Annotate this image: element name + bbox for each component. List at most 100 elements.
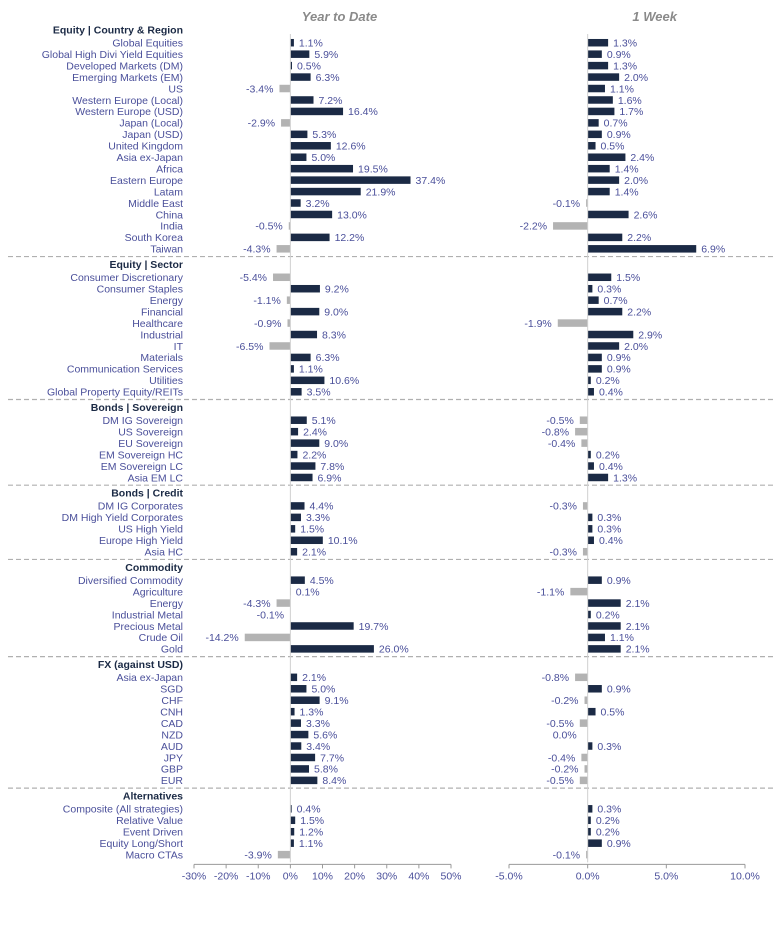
ytd-bar bbox=[290, 61, 292, 70]
ytd-bar bbox=[290, 233, 330, 242]
ytd-bar bbox=[290, 353, 311, 362]
ytd-value-label: 13.0% bbox=[337, 209, 367, 221]
ytd-bar bbox=[290, 450, 298, 459]
row-label: DM IG Corporates bbox=[98, 501, 183, 513]
week-bar bbox=[587, 827, 591, 836]
week-bar bbox=[587, 153, 626, 161]
ytd-value-label: 0.4% bbox=[297, 804, 321, 816]
ytd-value-label: 10.6% bbox=[329, 375, 359, 387]
ytd-value-label: 5.3% bbox=[312, 129, 336, 141]
ytd-bar bbox=[290, 707, 295, 716]
ytd-value-label: 8.3% bbox=[322, 329, 346, 341]
ytd-bar bbox=[290, 525, 296, 533]
week-bar bbox=[587, 284, 593, 293]
row-label: US High Yield bbox=[118, 524, 183, 536]
ytd-value-label: 16.4% bbox=[348, 106, 378, 118]
week-value-label: -0.5% bbox=[546, 718, 573, 730]
week-bar bbox=[587, 142, 596, 150]
week-value-label: 1.3% bbox=[613, 472, 637, 484]
ytd-tick-label: 20% bbox=[344, 870, 365, 882]
row-label: NZD bbox=[161, 729, 183, 741]
week-bar bbox=[587, 330, 634, 339]
week-bar bbox=[587, 707, 596, 716]
week-tick-label: 0.0% bbox=[576, 870, 600, 882]
week-value-label: 2.1% bbox=[626, 598, 650, 610]
ytd-value-label: 5.0% bbox=[311, 152, 335, 164]
week-value-label: 2.0% bbox=[624, 72, 648, 84]
ytd-value-label: 4.5% bbox=[310, 575, 334, 587]
week-value-label: 1.1% bbox=[610, 83, 634, 95]
ytd-bar bbox=[287, 319, 291, 327]
ytd-value-label: 5.0% bbox=[311, 684, 335, 696]
ytd-value-label: -0.5% bbox=[255, 221, 282, 233]
week-bar bbox=[579, 416, 588, 424]
row-label: Middle East bbox=[128, 198, 183, 210]
week-bar bbox=[587, 610, 591, 619]
ytd-value-label: 2.2% bbox=[302, 449, 326, 461]
ytd-value-label: 2.1% bbox=[302, 547, 326, 559]
ytd-bar bbox=[290, 765, 310, 773]
row-label: Industrial bbox=[140, 329, 183, 341]
week-value-label: -0.1% bbox=[553, 198, 580, 210]
ytd-value-label: -14.2% bbox=[205, 632, 238, 644]
row-label: CHF bbox=[161, 695, 183, 707]
row-label: Energy bbox=[150, 295, 184, 307]
ytd-value-label: 7.2% bbox=[319, 95, 343, 107]
row-label: Financial bbox=[141, 306, 183, 318]
week-bar bbox=[587, 622, 621, 630]
ytd-value-label: 5.9% bbox=[314, 49, 338, 61]
row-label: Taiwan bbox=[150, 244, 183, 256]
row-label: Utilities bbox=[149, 375, 183, 387]
panel-title-ytd: Year to Date bbox=[302, 9, 377, 24]
week-value-label: 0.9% bbox=[607, 575, 631, 587]
week-value-label: 0.2% bbox=[596, 827, 620, 839]
week-bar bbox=[586, 199, 588, 207]
ytd-bar bbox=[290, 107, 344, 116]
week-value-label: -0.2% bbox=[551, 695, 578, 707]
ytd-value-label: 1.3% bbox=[300, 706, 324, 718]
week-tick-label: -5.0% bbox=[495, 870, 522, 882]
ytd-value-label: 6.3% bbox=[316, 72, 340, 84]
week-bar bbox=[587, 96, 613, 104]
ytd-bar bbox=[290, 730, 309, 739]
week-value-label: 0.0% bbox=[553, 729, 577, 741]
ytd-value-label: 4.4% bbox=[310, 501, 334, 513]
week-bar bbox=[587, 513, 593, 522]
row-label: EM Sovereign LC bbox=[101, 461, 184, 473]
ytd-bar bbox=[290, 164, 354, 173]
panel-title-1w: 1 Week bbox=[632, 9, 677, 24]
week-value-label: 0.3% bbox=[597, 524, 621, 536]
ytd-bar bbox=[290, 73, 311, 81]
week-bar bbox=[587, 645, 621, 653]
row-label: Global High Divi Yield Equities bbox=[42, 49, 183, 61]
row-label: Japan (USD) bbox=[122, 129, 183, 141]
week-bar bbox=[587, 462, 594, 470]
ytd-tick-label: -10% bbox=[246, 870, 271, 882]
week-bar bbox=[587, 210, 629, 219]
week-value-label: 2.9% bbox=[638, 329, 662, 341]
week-bar bbox=[587, 599, 621, 607]
ytd-tick-label: 0% bbox=[283, 870, 298, 882]
week-bar bbox=[587, 119, 599, 127]
week-value-label: 0.5% bbox=[601, 706, 625, 718]
week-value-label: -0.2% bbox=[551, 764, 578, 776]
week-bar bbox=[579, 776, 588, 785]
ytd-bar bbox=[290, 176, 411, 184]
week-bar bbox=[587, 130, 602, 139]
row-label: AUD bbox=[161, 741, 184, 753]
week-value-label: 2.1% bbox=[626, 644, 650, 656]
row-label: GBP bbox=[161, 764, 183, 776]
row-label: Materials bbox=[140, 352, 183, 364]
week-bar bbox=[587, 576, 602, 584]
ytd-bar bbox=[244, 633, 291, 642]
row-label: CNH bbox=[160, 706, 183, 718]
ytd-bar bbox=[290, 365, 294, 373]
week-value-label: 0.9% bbox=[607, 684, 631, 696]
ytd-value-label: -1.1% bbox=[253, 295, 280, 307]
row-label: Asia ex-Japan bbox=[116, 152, 183, 164]
row-label: DM High Yield Corporates bbox=[62, 512, 183, 524]
ytd-bar bbox=[290, 622, 354, 630]
week-bar bbox=[587, 805, 593, 813]
ytd-bar bbox=[290, 376, 325, 385]
week-bar bbox=[581, 439, 588, 447]
